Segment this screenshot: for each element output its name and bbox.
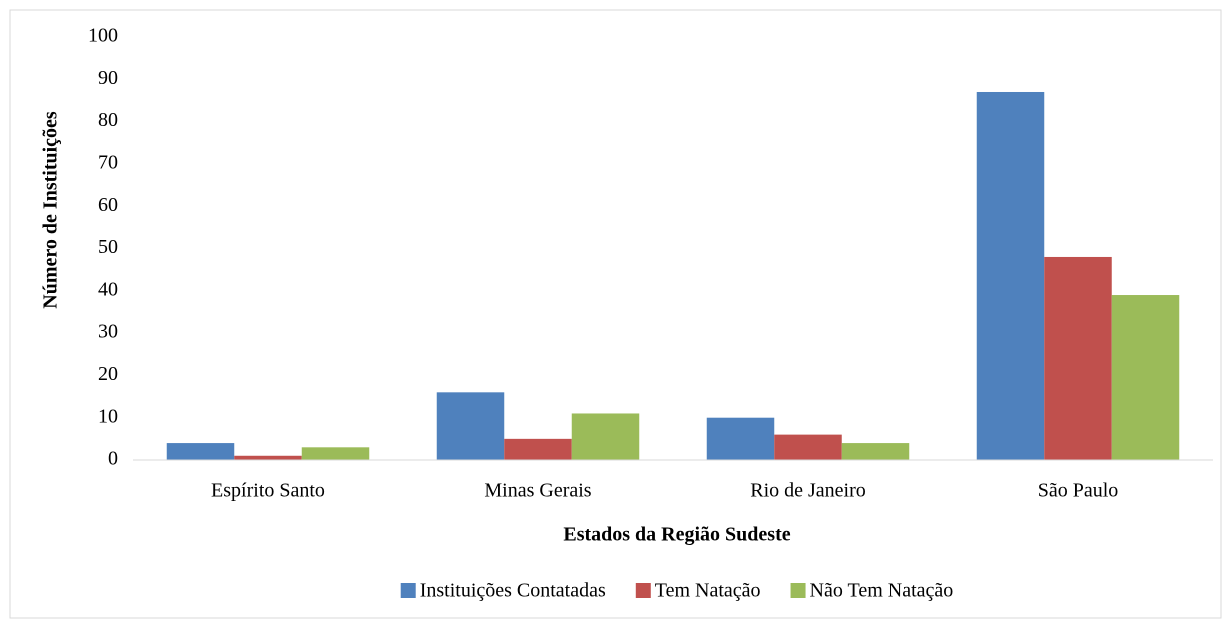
legend-swatch <box>400 583 416 598</box>
x-tick-label: Rio de Janeiro <box>750 480 866 502</box>
y-tick-label: 40 <box>98 278 118 300</box>
bar <box>301 447 370 460</box>
y-tick-label: 100 <box>88 25 118 47</box>
y-tick-label: 50 <box>98 236 118 258</box>
y-tick-label: 10 <box>98 405 118 427</box>
y-tick-label: 90 <box>98 67 118 89</box>
y-tick-label: 30 <box>98 321 118 343</box>
bar <box>234 455 302 460</box>
x-tick-label: Espírito Santo <box>211 480 325 502</box>
bar <box>571 413 640 460</box>
y-tick-label: 80 <box>98 109 118 131</box>
bar <box>976 91 1045 461</box>
y-tick-label: 20 <box>98 363 118 385</box>
legend-label: Não Tem Natação <box>810 580 954 602</box>
bar <box>1044 256 1112 460</box>
bar <box>436 392 505 460</box>
x-tick-label: São Paulo <box>1038 480 1119 502</box>
y-tick-label: 70 <box>98 151 118 173</box>
bar <box>504 438 572 460</box>
y-tick-label: 60 <box>98 194 118 216</box>
legend-swatch <box>790 583 806 598</box>
legend-label: Instituições Contatadas <box>420 580 606 602</box>
bar <box>1111 295 1180 460</box>
bar <box>841 443 910 460</box>
legend-swatch <box>635 583 651 598</box>
x-tick-label: Minas Gerais <box>484 480 591 502</box>
x-axis-title: Estados da Região Sudeste <box>563 524 790 546</box>
y-tick-label: 0 <box>108 448 118 470</box>
legend-label: Tem Natação <box>655 580 761 602</box>
bar <box>706 417 775 460</box>
bar <box>166 443 235 460</box>
y-axis-title: Número de Instituições <box>40 111 62 309</box>
bar <box>774 434 842 460</box>
